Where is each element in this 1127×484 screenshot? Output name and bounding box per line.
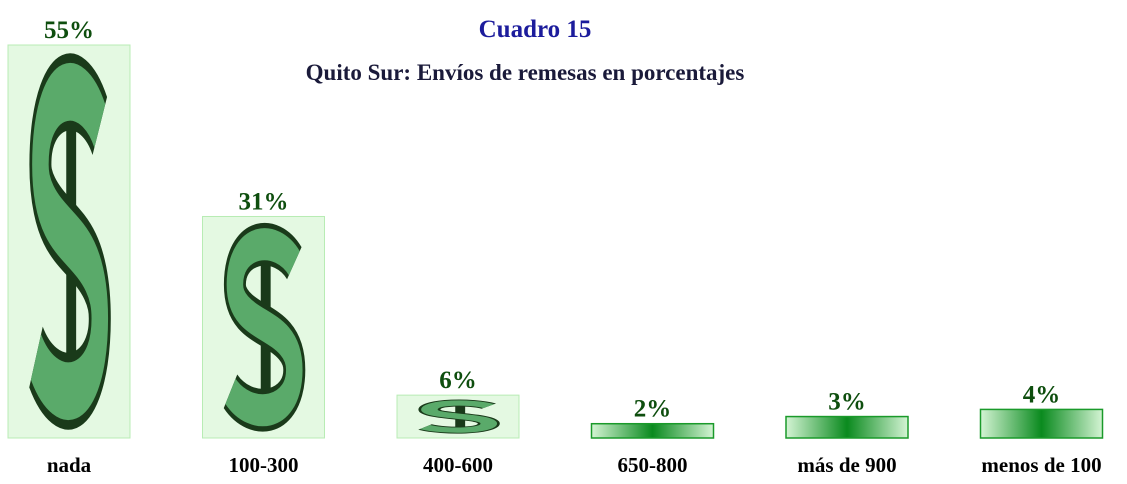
value-label: 4%	[1023, 381, 1061, 408]
bar	[592, 424, 714, 438]
x-tick-label: 400-600	[423, 453, 493, 477]
chart-subtitle: Quito Sur: Envíos de remesas en porcenta…	[306, 60, 745, 85]
x-tick-label: 650-800	[618, 453, 688, 477]
dollar-icon	[231, 227, 295, 428]
value-label: 31%	[239, 188, 289, 215]
value-label: 6%	[439, 367, 477, 394]
page: Cuadro 15 Quito Sur: Envíos de remesas e…	[0, 0, 1127, 484]
value-label: 2%	[634, 396, 672, 423]
bar	[786, 417, 908, 438]
dollar-icon	[425, 400, 489, 433]
x-tick-label: 100-300	[229, 453, 299, 477]
chart: Cuadro 15 Quito Sur: Envíos de remesas e…	[0, 0, 1127, 484]
x-tick-label: nada	[47, 453, 92, 477]
value-label: 55%	[44, 17, 94, 44]
x-tick-label: más de 900	[797, 453, 896, 477]
chart-title: Cuadro 15	[479, 16, 592, 43]
bar	[981, 409, 1103, 438]
value-label: 3%	[828, 389, 866, 416]
dollar-icon	[36, 61, 100, 423]
x-tick-label: menos de 100	[981, 453, 1101, 477]
